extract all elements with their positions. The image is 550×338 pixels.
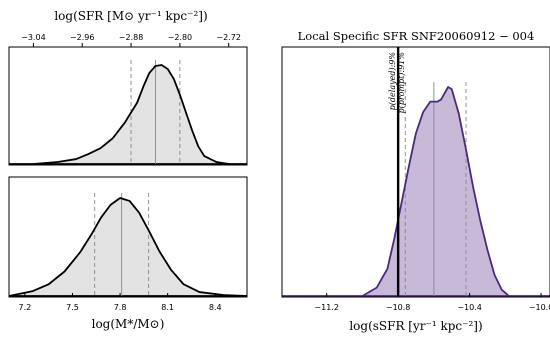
ssfr-ticks: −11.2 −10.8 −10.4 −10.0 — [314, 293, 550, 312]
ssfr-title: Local Specific SFR SNF20060912 − 004 — [298, 29, 535, 43]
mass-tick-label: 8.1 — [161, 303, 174, 312]
mass-axis-label: log(M*/M⊙) — [92, 317, 165, 331]
ssfr-panel: Local Specific SFR SNF20060912 − 004 p(d… — [281, 29, 550, 333]
ssfr-axis-label: log(sSFR [yr⁻¹ kpc⁻²]) — [349, 319, 482, 333]
mass-density-curve — [8, 197, 248, 297]
delayed-probability-label: p(delayed):9% — [388, 52, 397, 111]
mass-tick-label: 7.8 — [114, 303, 127, 312]
sfr-frame — [8, 46, 248, 166]
ssfr-density-area — [362, 87, 509, 296]
mass-density-area — [9, 198, 247, 296]
mass-frame — [8, 176, 248, 298]
sfr-tick-label: −2.80 — [168, 33, 193, 42]
mass-tick-label: 7.2 — [18, 303, 31, 312]
ssfr-tick-label: −10.8 — [386, 303, 411, 312]
mass-tick-label: 7.5 — [66, 303, 79, 312]
sfr-panel: log(SFR [M⊙ yr⁻¹ kpc⁻²]) −3.04 −2.96 −2.88… — [8, 9, 248, 166]
ssfr-frame — [281, 46, 550, 298]
sfr-tick-label: −2.88 — [119, 33, 144, 42]
sfr-top-axis-label: log(SFR [M⊙ yr⁻¹ kpc⁻²]) — [54, 9, 207, 23]
sfr-tick-label: −3.04 — [21, 33, 46, 42]
ssfr-tick-label: −10.4 — [457, 303, 482, 312]
mass-tick-label: 8.4 — [209, 303, 222, 312]
mass-ticks: 7.2 7.5 7.8 8.1 8.4 — [18, 293, 222, 312]
prompt-probability-label: p(prompt):91% — [397, 52, 406, 114]
sfr-density-curve — [33, 64, 229, 165]
sfr-tick-label: −2.72 — [216, 33, 241, 42]
sfr-top-ticks: −3.04 −2.96 −2.88 −2.80 −2.72 — [21, 33, 241, 47]
ssfr-tick-label: −10.0 — [529, 303, 550, 312]
mass-panel: 7.2 7.5 7.8 8.1 8.4 log(M*/M⊙) — [8, 176, 248, 331]
sfr-tick-label: −2.96 — [70, 33, 95, 42]
ssfr-tick-label: −11.2 — [314, 303, 339, 312]
